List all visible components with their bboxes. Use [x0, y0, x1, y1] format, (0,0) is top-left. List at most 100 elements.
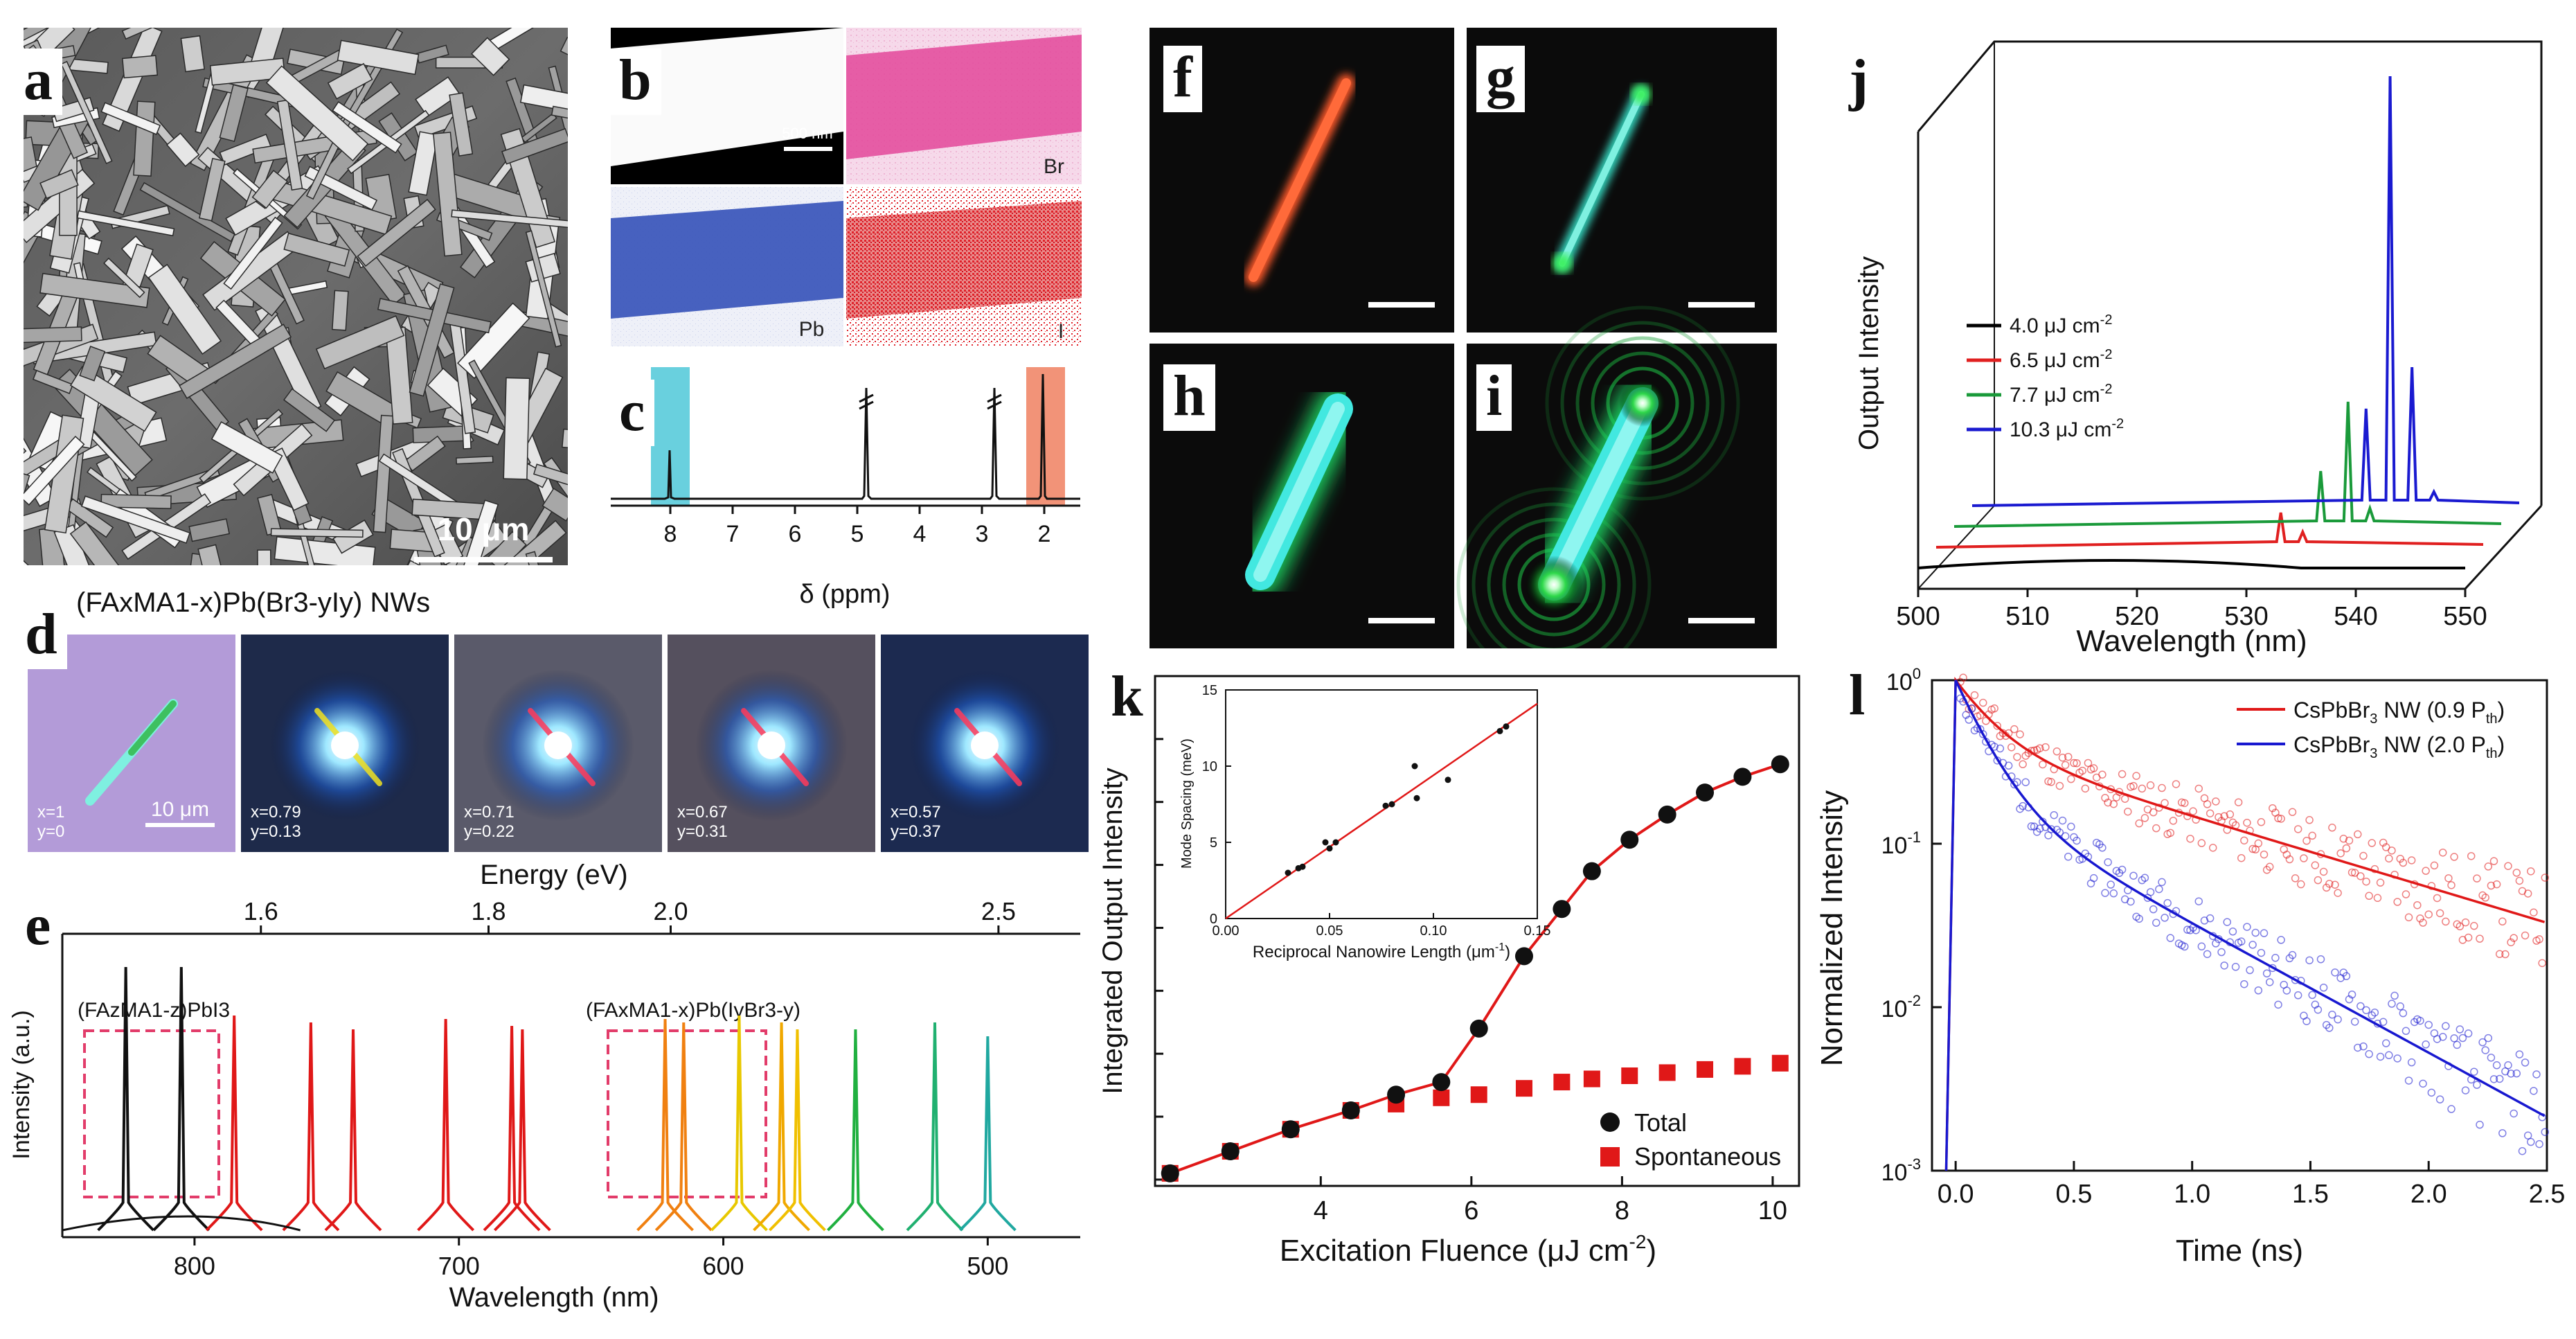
total-point — [1341, 1101, 1360, 1119]
nanowire-rod — [219, 84, 249, 142]
decay-point — [2302, 1017, 2311, 1025]
decay-point — [2177, 798, 2186, 807]
decay-fit-line — [1944, 680, 2546, 1171]
decay-point — [2118, 770, 2127, 779]
decay-point — [2308, 831, 2316, 840]
nanowire-rod — [265, 65, 369, 161]
decay-point — [2487, 1054, 2496, 1062]
decay-point — [2424, 1020, 2433, 1029]
decay-point — [2305, 956, 2314, 965]
decay-point — [2453, 1040, 2461, 1049]
decay-point — [2442, 917, 2450, 926]
nanowire-rod — [199, 157, 226, 222]
decay-point — [2291, 874, 2300, 883]
x-tick-label: 8 — [1615, 1196, 1629, 1225]
decay-point — [2104, 798, 2112, 807]
decay-point — [2305, 816, 2314, 824]
nanowire-rod — [60, 60, 113, 164]
decay-point — [2169, 817, 2178, 825]
decay-point — [2376, 1052, 2385, 1061]
decay-point — [2019, 801, 2027, 810]
decay-point — [2058, 816, 2067, 825]
decay-point — [2007, 743, 2016, 752]
inset-y-tick-label: 15 — [1202, 683, 1217, 698]
decay-point — [2456, 1025, 2465, 1034]
decay-point — [2280, 845, 2288, 853]
legend-series-1: CsPbBr3 NW (0.9 Pth) — [2293, 698, 2505, 727]
panel-label-f: f — [1163, 46, 1202, 112]
decay-point — [2047, 825, 2055, 833]
pl-peak — [958, 1036, 1017, 1232]
decay-point — [2158, 878, 2166, 887]
decay-point — [2293, 991, 2302, 1000]
decay-point — [2192, 926, 2200, 934]
decay-point — [2248, 941, 2257, 949]
decay-point — [2410, 1018, 2419, 1027]
y-tick-label: 10-3 — [1881, 1155, 1921, 1186]
decay-point — [2427, 1088, 2436, 1097]
decay-point — [2155, 885, 2163, 894]
decay-point — [2339, 835, 2348, 843]
nanowire-rod — [276, 99, 303, 191]
composition-x: x=0.67 — [677, 803, 728, 822]
nanowire-rod — [79, 346, 106, 382]
decay-point — [2010, 725, 2019, 734]
x-tick-label: 2.0 — [2410, 1180, 2447, 1209]
decay-point — [2319, 867, 2328, 876]
decay-point — [2370, 1008, 2379, 1017]
decay-point — [1990, 704, 1998, 713]
nanowire-rod — [373, 414, 394, 533]
decay-point — [2424, 910, 2433, 919]
decay-point — [2334, 1015, 2342, 1024]
decay-point — [2228, 818, 2237, 827]
decay-point — [2149, 905, 2158, 914]
pl-image-cell: 10 μm x=1y=0 — [28, 635, 235, 852]
inset-point — [1411, 763, 1418, 770]
pl-peak — [827, 1029, 884, 1232]
inset-y-tick-label: 0 — [1210, 912, 1217, 927]
decay-point — [2396, 854, 2404, 863]
nanowire-rod — [449, 92, 474, 157]
nanowire-rod — [100, 493, 172, 509]
decay-point — [2135, 819, 2143, 828]
nanowire-rod — [219, 133, 272, 166]
decay-point — [2504, 1061, 2512, 1070]
decay-point — [2438, 1033, 2447, 1041]
y-tick-label: 10-2 — [1881, 992, 1921, 1022]
panel-label-j: j — [1839, 48, 1878, 115]
x-tick-label: 6 — [1464, 1196, 1478, 1225]
x-axis-label: Excitation Fluence (μJ cm-2) — [1280, 1231, 1656, 1268]
decay-point — [2109, 799, 2118, 808]
legend-total: Total — [1634, 1108, 1687, 1137]
decay-point — [2396, 1002, 2404, 1011]
decay-point — [2450, 853, 2458, 861]
total-point — [1387, 1085, 1406, 1104]
decay-point — [2470, 921, 2478, 930]
inset-point — [1382, 802, 1389, 809]
panel-label-e: e — [15, 894, 61, 960]
composition-y: y=0.13 — [251, 822, 301, 841]
diffraction-ring — [1575, 336, 1710, 470]
decay-point — [2523, 889, 2532, 898]
decay-point — [2104, 858, 2112, 867]
pl-peak — [710, 1015, 768, 1232]
y-tick-label: 10-1 — [1881, 828, 1921, 859]
composition-x: x=1 — [37, 803, 64, 822]
spontaneous-point — [1734, 1058, 1751, 1075]
decay-point — [2021, 752, 2030, 760]
decay-point — [2067, 774, 2075, 783]
decay-point — [2277, 815, 2285, 823]
x-tick-label: 540 — [2334, 602, 2377, 631]
panel-l-chart: Normalized Intensity 0.0 0.5 1.0 1.5 2.0 2.5 1… — [1814, 665, 2569, 1336]
nanowire-rod — [39, 273, 150, 308]
composition-x: x=0.57 — [891, 803, 941, 822]
x-tick-label: 10 — [1758, 1196, 1787, 1225]
decay-point — [2328, 824, 2336, 832]
y-tick-label: 100 — [1886, 665, 1921, 695]
decay-point — [2274, 1000, 2282, 1009]
inset-x-tick-label: 0.00 — [1213, 923, 1240, 939]
decay-point — [2401, 890, 2410, 898]
panel-c-nmr: 8 7 6 5 4 3 2 δ (ppm) — [602, 360, 1087, 610]
decay-point — [2226, 810, 2235, 819]
decay-point — [2260, 850, 2269, 859]
